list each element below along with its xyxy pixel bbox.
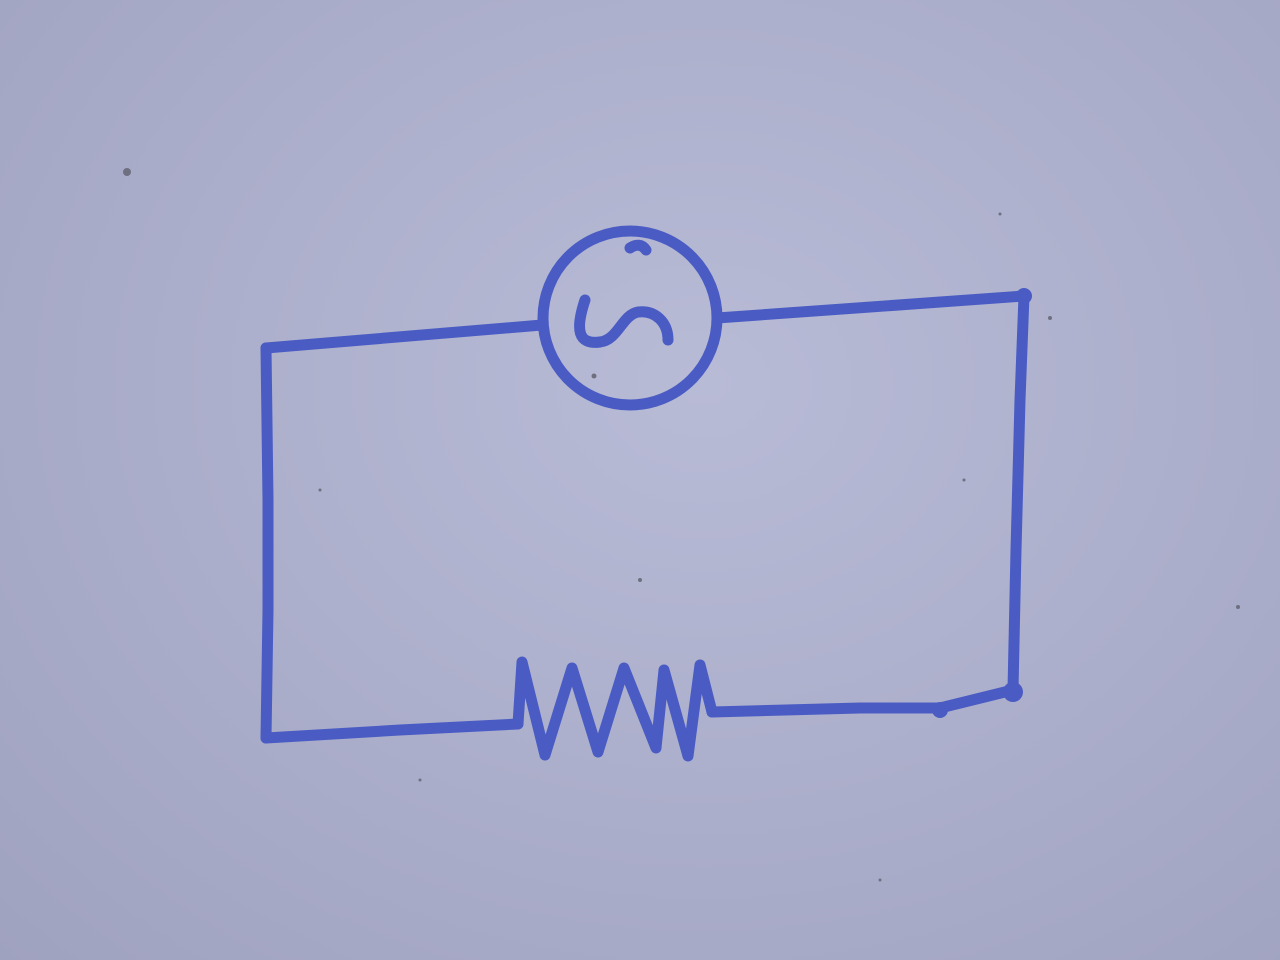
sine-wave-tick [624,239,652,256]
circuit-wires [260,290,1030,744]
wire-corner-dots [932,288,1032,718]
ac-source-circle [537,225,723,411]
left-wire [260,342,274,744]
bottom-left-wire [260,718,524,744]
bottom-right-wire [706,684,1019,718]
resistor-symbol [512,656,718,762]
corner-dot-top-right [1016,288,1032,304]
top-right-wire [711,290,1030,324]
top-left-wire [260,319,548,354]
sine-wave-icon [574,294,674,348]
corner-dot-bottom-right [1003,682,1023,702]
right-wire [1007,290,1030,696]
paper-specks [123,168,1240,882]
resistor-zigzag [512,656,718,762]
ac-source-symbol [537,225,723,411]
ink-blot-bottom-wire [932,702,948,718]
